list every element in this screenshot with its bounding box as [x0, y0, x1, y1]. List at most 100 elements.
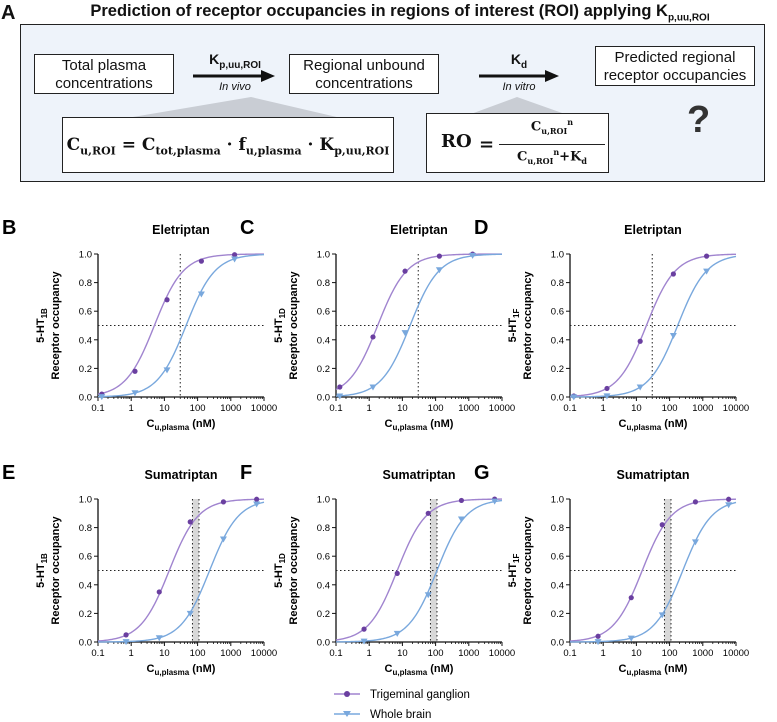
x-tick-label: 100 — [662, 648, 678, 659]
panel-letter: G — [474, 462, 490, 484]
chart-b: B Eletriptan 0.0 0.2 0.4 0.6 0.8 1.0 0.1 1 10 100 10… — [2, 217, 277, 432]
x-tick-label: 0.1 — [91, 403, 104, 414]
data-point — [691, 539, 699, 546]
x-axis-label: Cu,plasma (nM) — [147, 418, 216, 432]
y-tick-label: 1.0 — [551, 495, 564, 506]
y-tick-label: 0.6 — [317, 552, 330, 563]
chart-title: Eletriptan — [152, 223, 210, 237]
arrow-k1-head — [261, 70, 275, 82]
box-predicted-ro: Predicted regional receptor occupancies — [595, 46, 755, 86]
y-tick-label: 0.4 — [317, 335, 330, 346]
x-tick-label: 0.1 — [329, 648, 342, 659]
panel-letter: B — [2, 217, 16, 239]
y-tick-label: 0.2 — [79, 609, 92, 620]
data-point — [669, 333, 677, 340]
y-tick-label: 0.6 — [551, 552, 564, 563]
data-point — [336, 393, 344, 400]
y-tick-label: 0.2 — [79, 364, 92, 375]
data-point — [491, 498, 499, 505]
x-tick-label: 1 — [129, 403, 134, 414]
x-tick-label: 1000 — [692, 648, 713, 659]
data-point — [604, 385, 610, 392]
legend-label-wb: Whole brain — [370, 709, 431, 721]
x-tick-label: 100 — [190, 403, 206, 414]
y-tick-label: 0.4 — [79, 580, 92, 591]
figure-title: Prediction of receptor occupancies in re… — [90, 2, 710, 24]
data-point — [703, 253, 710, 259]
data-point — [692, 499, 699, 505]
reference-band — [192, 499, 199, 642]
y-tick-label: 0.8 — [317, 278, 330, 289]
data-point — [155, 635, 163, 642]
y-axis-label: 5-HT1BReceptor occupancy — [35, 516, 62, 625]
data-point — [231, 256, 239, 263]
y-tick-label: 0.4 — [551, 580, 564, 591]
x-tick-label: 100 — [428, 403, 444, 414]
x-tick-label: 10 — [159, 403, 170, 414]
y-tick-label: 0.4 — [551, 335, 564, 346]
y-tick-label: 0.4 — [317, 580, 330, 591]
x-tick-label: 10 — [397, 403, 408, 414]
k2-label: Kd — [510, 51, 528, 71]
x-tick-label: 0.1 — [563, 403, 576, 414]
box-regional-unbound: Regional unbound concentrations — [289, 54, 439, 94]
data-point — [703, 268, 711, 275]
y-tick-label: 0.6 — [317, 307, 330, 318]
y-tick-label: 0.0 — [551, 638, 564, 649]
y-axis-label: 5-HT1FReceptor occupancy — [507, 271, 534, 380]
data-point — [570, 394, 578, 401]
reference-band — [664, 499, 671, 642]
x-tick-label: 1 — [601, 403, 606, 414]
y-tick-label: 0.0 — [317, 638, 330, 649]
data-point — [458, 497, 465, 504]
equation-ro: RO = Cu,ROIn Cu,ROIn+Kd — [426, 113, 609, 173]
panel-letter: D — [474, 217, 488, 239]
chart-c: C Eletriptan 0.0 0.2 0.4 0.6 0.8 1.0 0.1 1 10 100 10… — [240, 217, 515, 432]
y-tick-label: 0.8 — [317, 523, 330, 534]
y-tick-label: 1.0 — [79, 250, 92, 261]
data-point — [628, 595, 634, 601]
chart-title: Eletriptan — [624, 223, 682, 237]
data-point — [197, 291, 205, 298]
x-tick-label: 0.1 — [329, 403, 342, 414]
x-tick-label: 1000 — [458, 648, 479, 659]
y-tick-label: 0.2 — [551, 609, 564, 620]
y-tick-label: 0.8 — [79, 278, 92, 289]
x-axis-label: Cu,plasma (nM) — [385, 418, 454, 432]
data-point — [394, 570, 400, 576]
y-tick-label: 1.0 — [317, 495, 330, 506]
data-point — [594, 639, 602, 646]
question-mark: ? — [687, 99, 711, 141]
y-axis-label: 5-HT1DReceptor occupancy — [273, 516, 300, 625]
equation-cu-roi: Cu,ROI = Ctot,plasma · fu,plasma · Kp,uu… — [62, 117, 394, 173]
data-point — [370, 334, 376, 340]
y-tick-label: 0.6 — [79, 552, 92, 563]
box-total-plasma: Total plasma concentrations — [34, 54, 174, 94]
data-point — [627, 635, 635, 642]
x-tick-label: 0.1 — [563, 648, 576, 659]
chart-title: Sumatriptan — [617, 468, 690, 482]
y-tick-label: 0.0 — [551, 393, 564, 404]
chart-f: F Sumatriptan 0.0 0.2 0.4 0.6 0.8 1.0 0.1 1 10 100 1… — [240, 462, 515, 677]
x-tick-label: 1 — [367, 648, 372, 659]
data-point — [457, 516, 465, 523]
k1-label: Kp,uu,ROI — [209, 51, 261, 71]
x-tick-label: 100 — [190, 648, 206, 659]
data-point — [254, 496, 260, 502]
x-tick-label: 10000 — [723, 403, 749, 414]
y-tick-label: 0.4 — [79, 335, 92, 346]
data-point — [220, 499, 227, 505]
data-point — [402, 268, 408, 274]
series-curve — [97, 501, 265, 643]
x-axis-label: Cu,plasma (nM) — [619, 663, 688, 677]
chart-title: Sumatriptan — [383, 468, 456, 482]
series-curve — [97, 253, 265, 395]
x-tick-label: 10 — [159, 648, 170, 659]
legend-marker-wb — [343, 711, 351, 717]
data-point — [725, 502, 733, 509]
data-point — [595, 633, 601, 639]
y-tick-label: 0.0 — [317, 393, 330, 404]
legend-label-tg: Trigeminal ganglion — [370, 689, 470, 701]
data-point — [132, 368, 138, 374]
